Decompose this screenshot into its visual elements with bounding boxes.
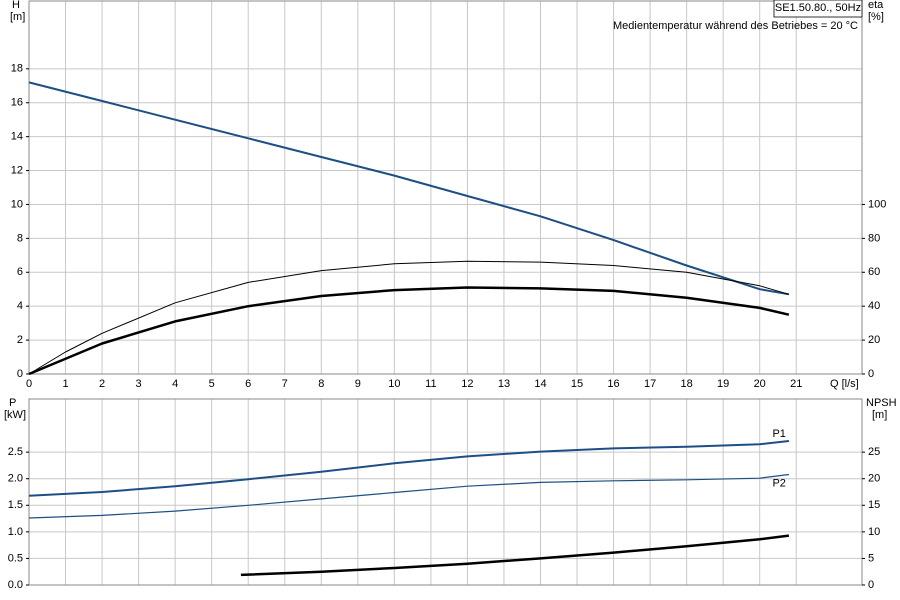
y2-unit: [m] [872, 409, 887, 421]
y2-unit: [%] [868, 11, 884, 23]
x-tick-label: 16 [607, 378, 619, 390]
x-tick-label: 10 [388, 378, 400, 390]
y2-label: NPSH [866, 397, 897, 409]
x-tick-label: 7 [282, 378, 288, 390]
y-tick-label: 12 [11, 164, 23, 176]
y-tick-label: 2.0 [8, 473, 23, 485]
x-tick-label: 19 [717, 378, 729, 390]
y2-tick-label: 0 [868, 368, 874, 380]
y-unit: [kW] [4, 409, 26, 421]
x-tick-label: 20 [754, 378, 766, 390]
x-tick-label: 12 [461, 378, 473, 390]
y2-tick-label: 15 [868, 499, 880, 511]
x-tick-label: 3 [136, 378, 142, 390]
y2-tick-label: 80 [868, 232, 880, 244]
x-tick-label: 15 [571, 378, 583, 390]
y2-label: eta [868, 0, 884, 11]
y-label: P [9, 397, 16, 409]
x-label: Q [l/s] [830, 378, 859, 390]
y-tick-label: 18 [11, 63, 23, 75]
x-tick-label: 14 [534, 378, 546, 390]
chart-title: SE1.50.80., 50Hz [775, 2, 861, 14]
x-tick-label: 1 [62, 378, 68, 390]
line-series [28, 81, 790, 296]
x-tick-label: 11 [425, 378, 436, 390]
x-tick-label: 0 [26, 378, 32, 390]
x-tick-label: 9 [355, 378, 361, 390]
y2-tick-label: 25 [868, 446, 880, 458]
title-box [773, 0, 863, 18]
x-tick-label: 18 [681, 378, 693, 390]
x-tick-label: 5 [209, 378, 215, 390]
y2-tick-label: 10 [868, 526, 880, 538]
x-tick-label: 21 [790, 378, 802, 390]
y-unit: [m] [10, 11, 25, 23]
subtitle: Medientemperatur während des Betriebes =… [613, 20, 858, 32]
plot-frame [28, 398, 863, 586]
x-tick-label: 8 [318, 378, 324, 390]
y-label: H [12, 0, 20, 11]
line-series [28, 260, 790, 375]
y2-tick-label: 40 [868, 300, 880, 312]
y-tick-label: 16 [11, 97, 23, 109]
line-series [28, 440, 790, 497]
x-tick-label: 6 [245, 378, 251, 390]
y-tick-label: 4 [17, 300, 23, 312]
y-tick-label: 0 [17, 368, 23, 380]
y-tick-label: 1.5 [8, 499, 23, 511]
y2-tick-label: 0 [868, 579, 874, 591]
y2-tick-label: 100 [868, 198, 886, 210]
y-tick-label: 8 [17, 232, 23, 244]
y-tick-label: 0.0 [8, 579, 23, 591]
y-tick-label: 0.5 [8, 552, 23, 564]
y-tick-label: 2 [17, 334, 23, 346]
x-tick-label: 13 [498, 378, 510, 390]
line-series [28, 286, 790, 376]
y2-tick-label: 60 [868, 266, 880, 278]
y-tick-label: 2.5 [8, 446, 23, 458]
plot-frame [28, 0, 863, 375]
y-tick-label: 10 [11, 198, 23, 210]
y2-tick-label: 20 [868, 334, 880, 346]
y-tick-label: 14 [11, 131, 23, 143]
series-label: P2 [772, 477, 785, 489]
y2-tick-label: 5 [868, 552, 874, 564]
line-series [28, 473, 789, 519]
y2-tick-label: 20 [868, 473, 880, 485]
x-tick-label: 17 [644, 378, 656, 390]
line-series [240, 534, 790, 577]
series-label: P1 [772, 428, 785, 440]
y-tick-label: 6 [17, 266, 23, 278]
y-tick-label: 1.0 [8, 526, 23, 538]
x-tick-label: 2 [99, 378, 105, 390]
x-tick-label: 4 [172, 378, 178, 390]
